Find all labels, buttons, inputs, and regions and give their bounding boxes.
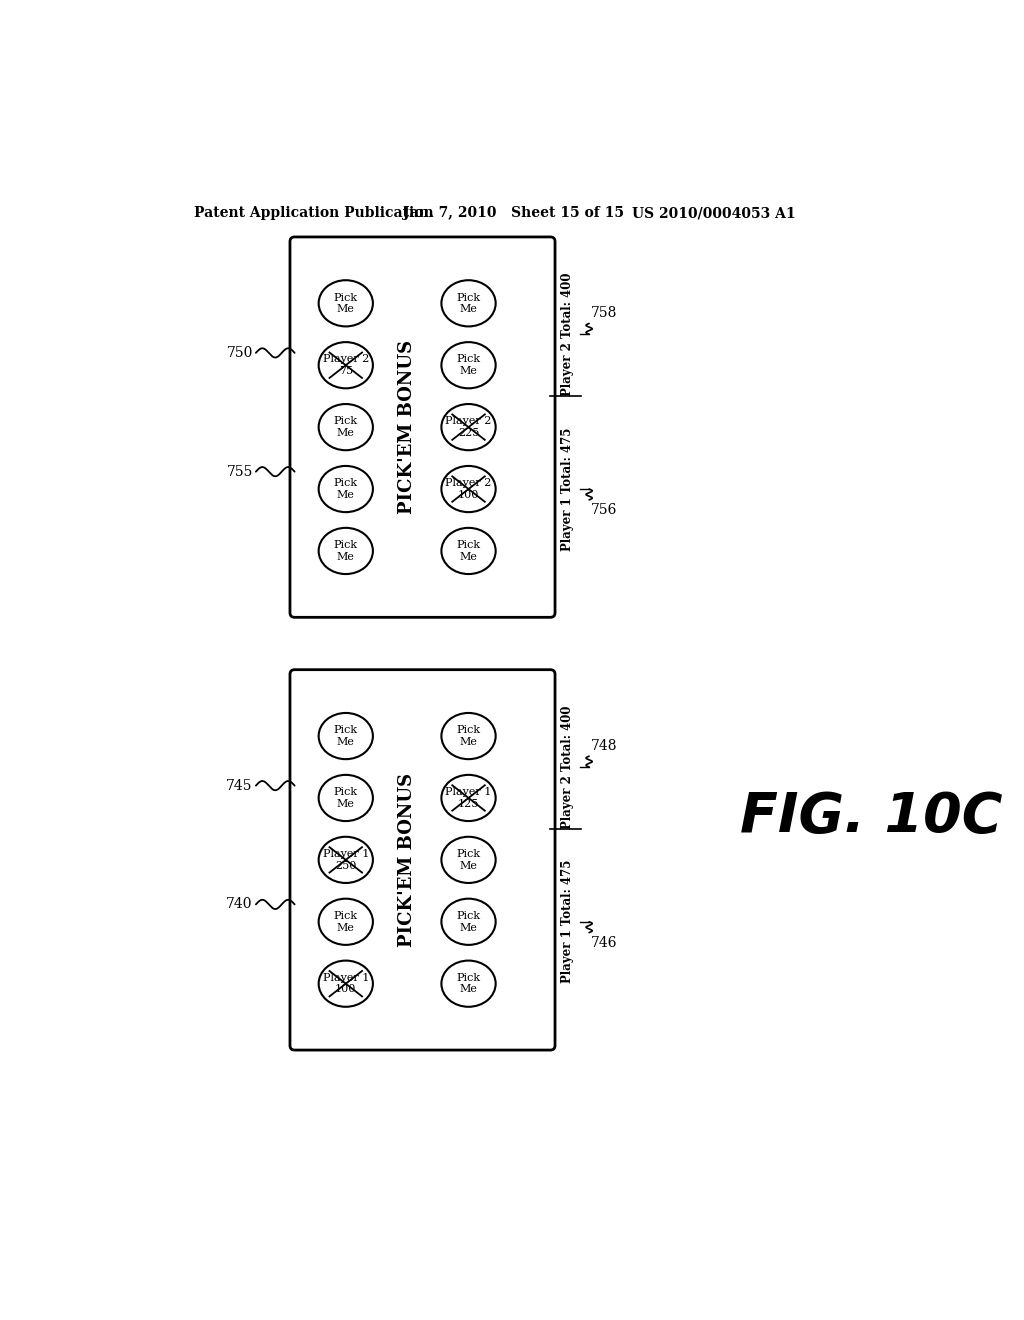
Text: Player 1 Total: 475: Player 1 Total: 475 [561,428,573,550]
Text: Player 2 Total: 400: Player 2 Total: 400 [561,272,573,396]
Text: Jan. 7, 2010   Sheet 15 of 15: Jan. 7, 2010 Sheet 15 of 15 [403,206,624,220]
Text: Pick
Me: Pick Me [334,540,357,562]
Text: FIG. 10C: FIG. 10C [740,789,1002,843]
Text: Player 2
225: Player 2 225 [445,416,492,438]
Text: Player 1 Total: 475: Player 1 Total: 475 [561,861,573,983]
Text: Pick
Me: Pick Me [457,973,480,994]
Text: Player 2
100: Player 2 100 [445,478,492,500]
Text: Player 1
250: Player 1 250 [323,849,369,871]
Text: Pick
Me: Pick Me [457,725,480,747]
Text: Player 2
75: Player 2 75 [323,355,369,376]
Text: Player 1
100: Player 1 100 [323,973,369,994]
Text: Pick
Me: Pick Me [334,725,357,747]
Text: Pick
Me: Pick Me [334,478,357,500]
Text: 745: 745 [226,779,253,792]
Text: 748: 748 [591,739,617,754]
Text: US 2010/0004053 A1: US 2010/0004053 A1 [632,206,796,220]
Text: Pick
Me: Pick Me [334,911,357,932]
Text: Player 2 Total: 400: Player 2 Total: 400 [561,705,573,829]
Text: Pick
Me: Pick Me [457,355,480,376]
Text: Pick
Me: Pick Me [334,787,357,809]
Text: 750: 750 [226,346,253,360]
Text: 746: 746 [591,936,617,949]
Text: Pick
Me: Pick Me [457,293,480,314]
Text: Pick
Me: Pick Me [457,911,480,932]
Text: PICK'EM BONUS: PICK'EM BONUS [398,341,416,515]
Text: 758: 758 [591,306,617,321]
Text: Pick
Me: Pick Me [334,416,357,438]
Text: 740: 740 [226,898,253,911]
Text: Player 1
125: Player 1 125 [445,787,492,809]
Text: Pick
Me: Pick Me [334,293,357,314]
Text: 755: 755 [226,465,253,479]
Text: Patent Application Publication: Patent Application Publication [194,206,433,220]
Text: Pick
Me: Pick Me [457,540,480,562]
Text: PICK'EM BONUS: PICK'EM BONUS [398,772,416,946]
Text: Pick
Me: Pick Me [457,849,480,871]
Text: 756: 756 [591,503,617,517]
